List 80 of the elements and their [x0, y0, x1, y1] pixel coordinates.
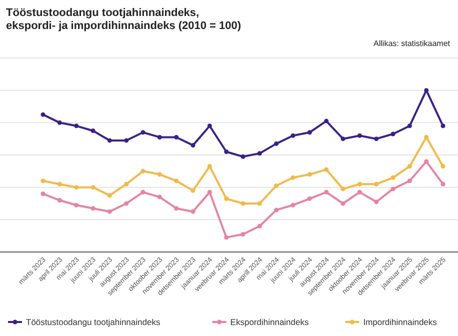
point	[174, 134, 179, 140]
point	[340, 201, 346, 206]
point	[390, 186, 396, 192]
point	[157, 172, 162, 177]
point	[74, 185, 79, 190]
chart-title: Tööstustoodangu tootjahinnaindeks, ekspordi- ja impordihinnaindeks (2010 = 100)	[6, 7, 242, 32]
point	[407, 164, 412, 169]
point	[324, 167, 329, 172]
point	[57, 182, 62, 186]
point	[324, 118, 329, 124]
point	[374, 200, 379, 204]
point	[374, 182, 379, 186]
point	[240, 232, 246, 236]
point	[424, 88, 429, 93]
point	[40, 178, 46, 184]
point	[140, 190, 146, 194]
point	[124, 201, 129, 206]
point	[224, 235, 229, 240]
point	[307, 172, 312, 177]
point	[74, 202, 79, 208]
point	[274, 183, 279, 188]
point	[174, 206, 179, 211]
point	[57, 198, 62, 203]
point	[424, 159, 429, 164]
point	[274, 141, 279, 146]
point	[57, 120, 62, 125]
point	[174, 178, 179, 184]
point	[257, 224, 262, 228]
point	[307, 130, 312, 135]
point	[290, 202, 296, 208]
point	[290, 133, 296, 138]
point	[357, 190, 362, 194]
point	[157, 134, 162, 140]
point	[390, 175, 396, 180]
text: Allikas: statistikaamet	[374, 39, 451, 48]
point	[274, 208, 279, 212]
point	[157, 194, 162, 200]
point	[357, 182, 362, 186]
point	[357, 133, 362, 138]
point	[190, 209, 196, 214]
point	[440, 182, 446, 186]
point	[190, 188, 196, 193]
legend-label: Ekspordihinnaindeks	[230, 317, 309, 327]
point	[107, 138, 112, 143]
point	[407, 178, 412, 184]
point	[90, 206, 96, 211]
point	[107, 209, 112, 214]
point	[74, 124, 79, 128]
point	[124, 138, 129, 143]
point	[307, 196, 312, 201]
point	[424, 134, 429, 140]
point	[207, 190, 212, 194]
point	[40, 112, 46, 117]
point	[224, 150, 229, 154]
point	[207, 124, 212, 128]
point	[390, 132, 396, 136]
point	[440, 164, 446, 169]
point	[257, 201, 262, 206]
point	[290, 175, 296, 180]
point	[340, 136, 346, 142]
point	[324, 190, 329, 194]
point	[40, 192, 46, 196]
point	[124, 182, 129, 186]
point	[257, 151, 262, 156]
point	[407, 124, 412, 128]
point	[240, 201, 246, 206]
point	[224, 196, 229, 201]
legend-label: Tööstustoodangu tootjahinnaindeks	[26, 317, 160, 327]
point	[190, 143, 196, 148]
point	[107, 193, 112, 198]
point	[340, 186, 346, 192]
point	[374, 136, 379, 142]
point	[140, 130, 146, 135]
point	[90, 128, 96, 134]
point	[207, 164, 212, 169]
point	[140, 168, 146, 174]
point	[240, 154, 246, 159]
legend-label: Impordihinnaindeks	[363, 317, 437, 327]
point	[90, 185, 96, 190]
point	[440, 124, 446, 128]
